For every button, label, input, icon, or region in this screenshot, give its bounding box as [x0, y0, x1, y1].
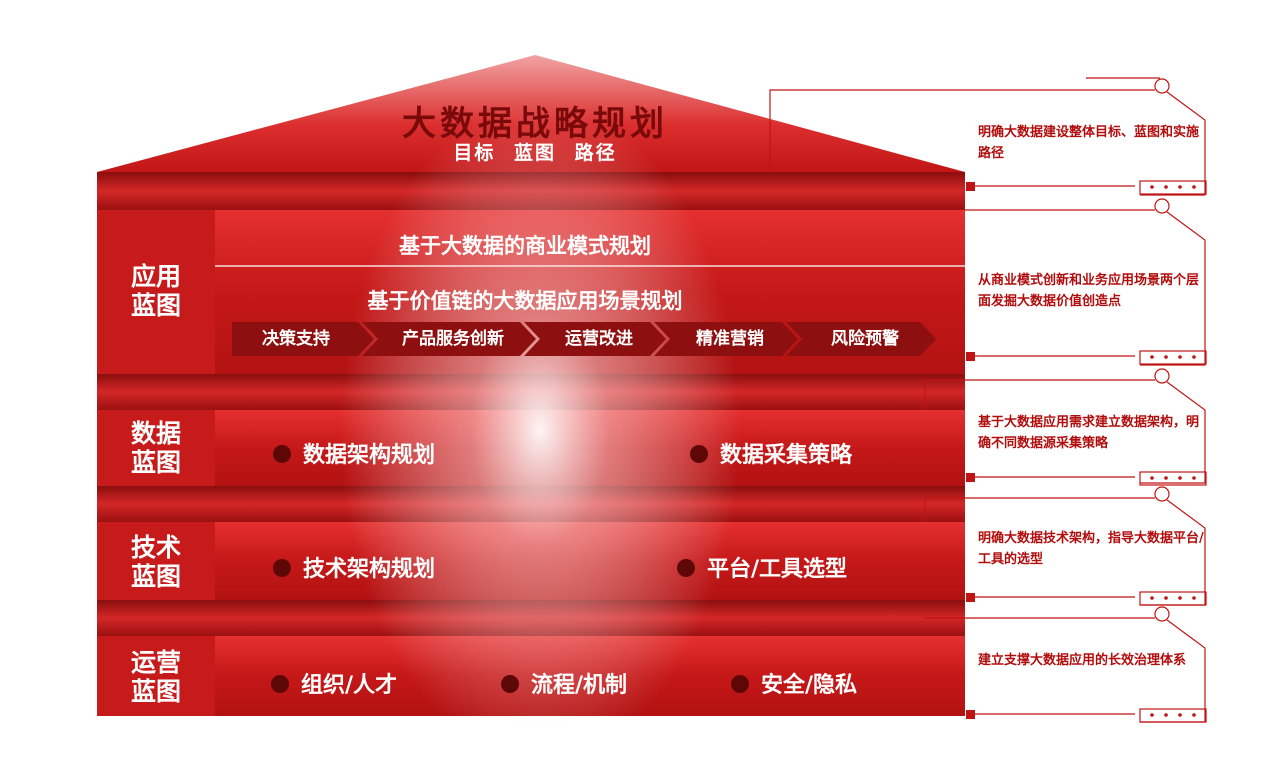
tech-item: 技术架构规划: [273, 551, 435, 583]
data-item: 数据架构规划: [273, 437, 435, 469]
data-item: 数据采集策略: [690, 437, 852, 469]
layer-label-line: 数据: [130, 419, 181, 448]
note-operations: 建立支撑大数据应用的长效治理体系: [978, 653, 1187, 668]
layer-label-line: 运营: [130, 648, 181, 677]
label-column-ops: [97, 636, 215, 716]
roof-subtitle: 目标 蓝图 路径: [453, 142, 617, 164]
chevron-1: [232, 322, 374, 356]
tech-item: 平台/工具选型: [677, 551, 847, 583]
ops-item-text: 流程/机制: [531, 673, 628, 698]
chevron-2: [362, 322, 536, 356]
note-technology: 明确大数据技术架构，指导大数据平台/工具的选型: [978, 531, 1204, 567]
step-label: 运营改进: [565, 329, 633, 349]
label-column-data: [97, 410, 215, 486]
layer-label-line: 蓝图: [130, 291, 181, 320]
chevron-5: [786, 322, 936, 356]
tech-item-text: 技术架构规划: [303, 557, 436, 582]
chevron-3: [524, 322, 666, 356]
label-column-app: [97, 210, 215, 374]
bullet-dot-icon: [501, 675, 519, 693]
bullet-dot-icon: [690, 445, 708, 463]
layer-label-line: 应用: [130, 262, 181, 291]
step-label: 风险预警: [831, 329, 899, 349]
bullet-dot-icon: [273, 445, 291, 463]
tech-item-text: 平台/工具选型: [707, 557, 848, 582]
layer-label-line: 蓝图: [130, 562, 181, 591]
layer-label-line: 蓝图: [130, 677, 181, 706]
note-strategy: 明确大数据建设整体目标、蓝图和实施路径: [978, 125, 1200, 161]
note-application: 从商业模式创新和业务应用场景两个层面发掘大数据价值创造点: [978, 273, 1200, 309]
circuit-dots: [1150, 185, 1196, 717]
step-label: 决策支持: [262, 329, 330, 349]
center-glow: [340, 100, 740, 760]
app-headline-2: 基于价值链的大数据应用场景规划: [367, 289, 683, 313]
ops-item: 组织/人才: [271, 667, 397, 699]
callout-connectors: [769, 77, 1207, 723]
step-label: 精准营销: [696, 329, 764, 349]
layer-label-line: 蓝图: [130, 448, 181, 477]
ops-item-text: 安全/隐私: [761, 673, 858, 698]
layer-label-data: 数据 蓝图: [100, 419, 212, 477]
roof-title: 大数据战略规划: [402, 104, 668, 144]
data-item-text: 数据架构规划: [303, 443, 436, 468]
label-column-tech: [97, 522, 215, 600]
step-label: 产品服务创新: [402, 329, 504, 349]
bullet-dot-icon: [271, 675, 289, 693]
ops-item: 安全/隐私: [731, 667, 857, 699]
ops-item-text: 组织/人才: [301, 673, 398, 698]
layer-label-line: 技术: [130, 533, 181, 562]
layer-label-tech: 技术 蓝图: [100, 533, 212, 591]
app-headline-1: 基于大数据的商业模式规划: [399, 234, 651, 258]
layer-label-ops: 运营 蓝图: [100, 648, 212, 706]
bullet-dot-icon: [677, 559, 695, 577]
data-item-text: 数据采集策略: [720, 443, 853, 468]
chevron-4: [654, 322, 798, 356]
layer-label-app: 应用 蓝图: [100, 262, 212, 320]
bullet-dot-icon: [273, 559, 291, 577]
ops-item: 流程/机制: [501, 667, 627, 699]
bullet-dot-icon: [731, 675, 749, 693]
callout-squares: [966, 182, 975, 719]
note-data: 基于大数据应用需求建立数据架构，明确不同数据源采集策略: [978, 415, 1200, 451]
